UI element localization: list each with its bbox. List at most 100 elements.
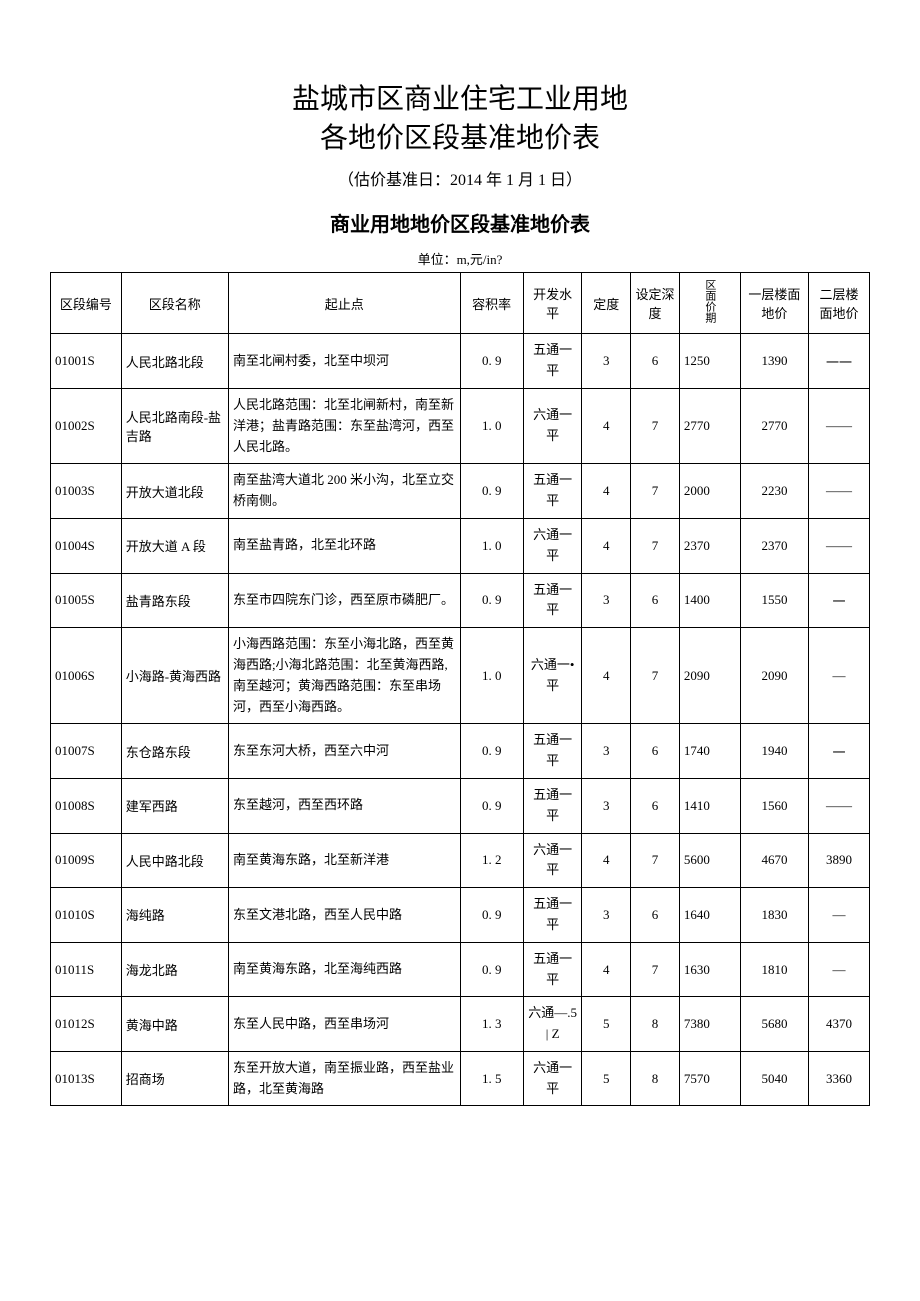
cell-name: 人民北路北段 (121, 334, 228, 389)
cell-depth2: 8 (631, 997, 680, 1052)
header-row: 区段编号 区段名称 起止点 容积率 开发水平 定度 设定深度 区面价期 一层楼面… (51, 273, 870, 334)
cell-dev: 六通一平 (523, 1051, 582, 1106)
cell-code: 01006S (51, 628, 122, 724)
cell-code: 01004S (51, 518, 122, 573)
table-row: 01003S开放大道北段南至盐湾大道北 200 米小沟，北至立交桥南侧。0. 9… (51, 464, 870, 519)
cell-depth1: 3 (582, 888, 631, 943)
cell-ratio: 0. 9 (460, 724, 523, 779)
cell-code: 01005S (51, 573, 122, 628)
cell-ratio: 0. 9 (460, 888, 523, 943)
cell-price1: 2370 (679, 518, 740, 573)
cell-price1: 2000 (679, 464, 740, 519)
cell-ratio: 0. 9 (460, 334, 523, 389)
cell-price1: 7380 (679, 997, 740, 1052)
header-range: 起止点 (228, 273, 460, 334)
section-title: 商业用地地价区段基准地价表 (50, 208, 870, 237)
cell-price2: 2770 (740, 388, 808, 463)
cell-price2: 1550 (740, 573, 808, 628)
cell-range: 东至东河大桥，西至六中河 (228, 724, 460, 779)
cell-dev: 六通一•平 (523, 628, 582, 724)
cell-ratio: 0. 9 (460, 573, 523, 628)
cell-name: 招商场 (121, 1051, 228, 1106)
cell-price2: 5040 (740, 1051, 808, 1106)
cell-price3: 一 (809, 573, 870, 628)
cell-price2: 2370 (740, 518, 808, 573)
cell-code: 01010S (51, 888, 122, 943)
cell-dev: 六通—.5 | Z (523, 997, 582, 1052)
price-table: 区段编号 区段名称 起止点 容积率 开发水平 定度 设定深度 区面价期 一层楼面… (50, 272, 870, 1106)
cell-dev: 五通一平 (523, 573, 582, 628)
cell-range: 南至黄海东路，北至海纯西路 (228, 942, 460, 997)
cell-ratio: 1. 0 (460, 388, 523, 463)
table-row: 01005S盐青路东段东至市四院东门诊，西至原市磷肥厂。0. 9五通一平3614… (51, 573, 870, 628)
cell-price3: —— (809, 518, 870, 573)
cell-dev: 五通一平 (523, 888, 582, 943)
cell-price1: 2770 (679, 388, 740, 463)
cell-depth1: 3 (582, 334, 631, 389)
cell-price2: 1810 (740, 942, 808, 997)
cell-price3: — (809, 628, 870, 724)
cell-name: 开放大道 A 段 (121, 518, 228, 573)
cell-depth2: 6 (631, 778, 680, 833)
cell-code: 01003S (51, 464, 122, 519)
header-code: 区段编号 (51, 273, 122, 334)
cell-price3: — (809, 888, 870, 943)
cell-code: 01013S (51, 1051, 122, 1106)
table-row: 01002S人民北路南段-盐吉路人民北路范围：北至北闸新村，南至新洋港；盐青路范… (51, 388, 870, 463)
cell-ratio: 0. 9 (460, 464, 523, 519)
cell-price1: 1400 (679, 573, 740, 628)
cell-range: 南至黄海东路，北至新洋港 (228, 833, 460, 888)
cell-name: 开放大道北段 (121, 464, 228, 519)
cell-price2: 5680 (740, 997, 808, 1052)
cell-code: 01001S (51, 334, 122, 389)
cell-name: 小海路-黄海西路 (121, 628, 228, 724)
cell-depth2: 6 (631, 724, 680, 779)
cell-price3: 4370 (809, 997, 870, 1052)
main-title: 盐城市区商业住宅工业用地 各地价区段基准地价表 (50, 80, 870, 158)
cell-range: 东至市四院东门诊，西至原市磷肥厂。 (228, 573, 460, 628)
cell-dev: 六通一平 (523, 518, 582, 573)
cell-dev: 五通一平 (523, 724, 582, 779)
header-name: 区段名称 (121, 273, 228, 334)
cell-depth1: 4 (582, 388, 631, 463)
cell-code: 01011S (51, 942, 122, 997)
cell-name: 东仓路东段 (121, 724, 228, 779)
cell-dev: 六通一平 (523, 388, 582, 463)
table-row: 01012S黄海中路东至人民中路，西至串场河1. 3六通—.5 | Z58738… (51, 997, 870, 1052)
table-row: 01004S开放大道 A 段南至盐青路，北至北环路1. 0六通一平4723702… (51, 518, 870, 573)
cell-price1: 1250 (679, 334, 740, 389)
cell-code: 01002S (51, 388, 122, 463)
table-row: 01011S海龙北路南至黄海东路，北至海纯西路0. 9五通一平471630181… (51, 942, 870, 997)
cell-name: 海龙北路 (121, 942, 228, 997)
cell-depth1: 3 (582, 778, 631, 833)
cell-name: 人民北路南段-盐吉路 (121, 388, 228, 463)
cell-ratio: 0. 9 (460, 778, 523, 833)
cell-price1: 1410 (679, 778, 740, 833)
cell-code: 01007S (51, 724, 122, 779)
cell-depth2: 7 (631, 833, 680, 888)
cell-range: 人民北路范围：北至北闸新村，南至新洋港；盐青路范围：东至盐湾河，西至人民北路。 (228, 388, 460, 463)
cell-depth2: 7 (631, 388, 680, 463)
header-ratio: 容积率 (460, 273, 523, 334)
cell-price1: 1640 (679, 888, 740, 943)
cell-name: 海纯路 (121, 888, 228, 943)
cell-ratio: 1. 5 (460, 1051, 523, 1106)
cell-range: 东至文港北路，西至人民中路 (228, 888, 460, 943)
table-row: 01013S招商场东至开放大道，南至振业路，西至盐业路，北至黄海路1. 5六通一… (51, 1051, 870, 1106)
cell-price2: 1830 (740, 888, 808, 943)
cell-depth1: 4 (582, 942, 631, 997)
cell-dev: 五通一平 (523, 464, 582, 519)
cell-ratio: 0. 9 (460, 942, 523, 997)
cell-depth2: 7 (631, 628, 680, 724)
table-row: 01010S海纯路东至文港北路，西至人民中路0. 9五通一平3616401830… (51, 888, 870, 943)
cell-code: 01009S (51, 833, 122, 888)
title-line-2: 各地价区段基准地价表 (50, 119, 870, 158)
cell-range: 东至越河，西至西环路 (228, 778, 460, 833)
cell-dev: 六通一平 (523, 833, 582, 888)
cell-name: 建军西路 (121, 778, 228, 833)
cell-depth1: 3 (582, 573, 631, 628)
cell-name: 盐青路东段 (121, 573, 228, 628)
cell-dev: 五通一平 (523, 334, 582, 389)
cell-depth2: 7 (631, 464, 680, 519)
cell-price3: —— (809, 464, 870, 519)
